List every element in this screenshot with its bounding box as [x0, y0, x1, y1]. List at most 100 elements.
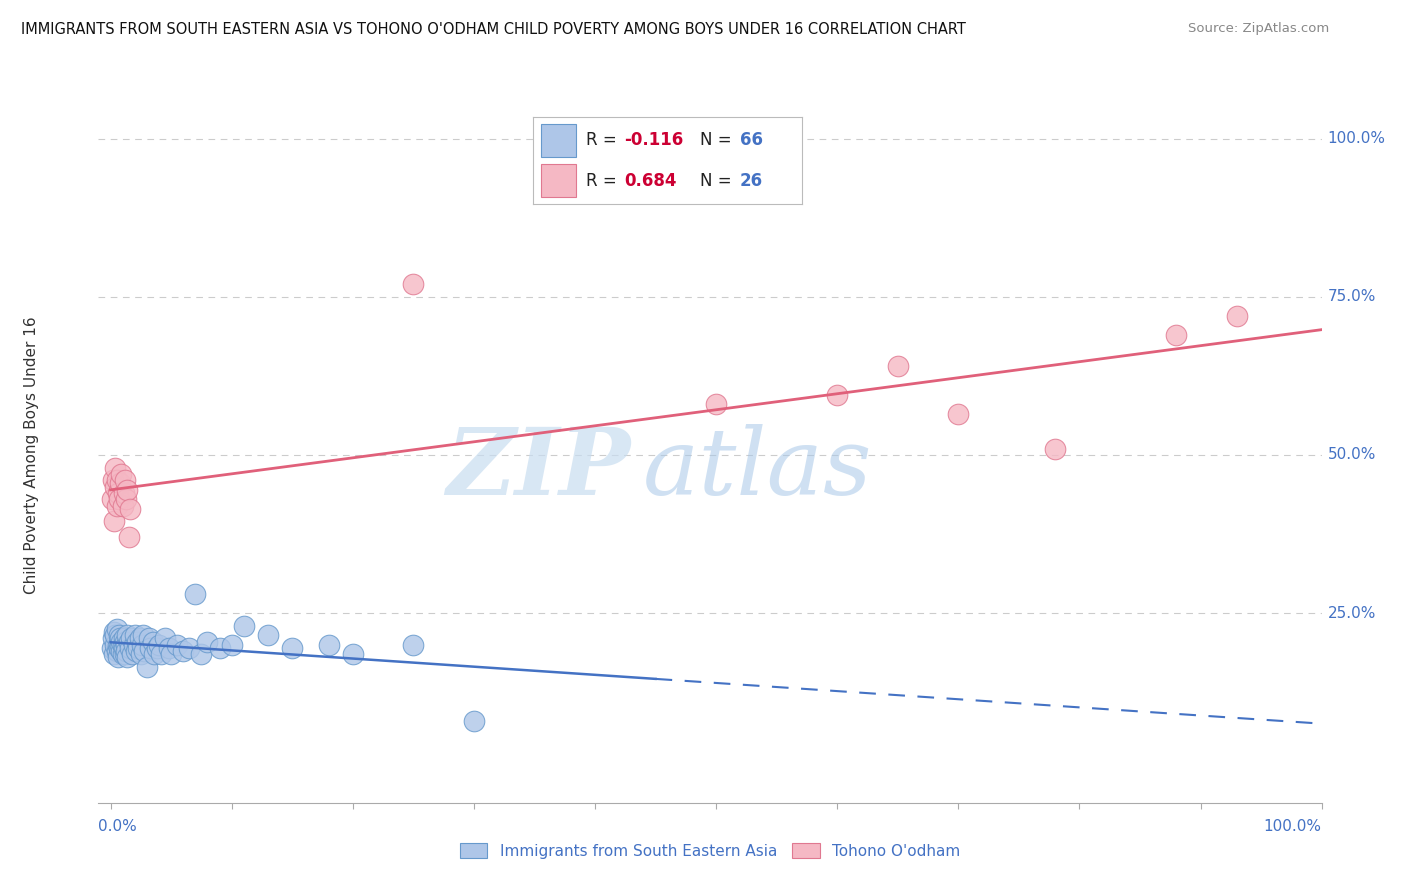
Point — [179, 640, 201, 655]
Point — [131, 638, 153, 652]
Point — [135, 660, 157, 674]
Point — [101, 473, 124, 487]
Point — [342, 647, 364, 661]
Point — [127, 634, 149, 648]
Point — [129, 647, 152, 661]
Point — [221, 638, 243, 652]
Point — [118, 634, 141, 648]
Point — [101, 632, 124, 646]
Text: 100.0%: 100.0% — [1327, 131, 1386, 146]
Text: 25.0%: 25.0% — [1327, 606, 1376, 621]
Point — [118, 530, 141, 544]
Point — [1226, 309, 1249, 323]
Point — [104, 460, 127, 475]
Text: IMMIGRANTS FROM SOUTH EASTERN ASIA VS TOHONO O'ODHAM CHILD POVERTY AMONG BOYS UN: IMMIGRANTS FROM SOUTH EASTERN ASIA VS TO… — [21, 22, 966, 37]
Point — [208, 640, 231, 655]
Point — [172, 644, 194, 658]
Point — [114, 634, 136, 648]
Point — [402, 638, 425, 652]
Point — [115, 638, 138, 652]
Text: 0.0%: 0.0% — [98, 819, 138, 834]
Text: ZIP: ZIP — [446, 424, 630, 514]
Point — [127, 640, 149, 655]
Point — [108, 492, 131, 507]
Point — [125, 644, 148, 658]
Point — [110, 634, 132, 648]
Point — [111, 647, 134, 661]
Point — [105, 499, 128, 513]
Point — [104, 479, 127, 493]
Point — [825, 388, 848, 402]
Text: Child Poverty Among Boys Under 16: Child Poverty Among Boys Under 16 — [24, 316, 38, 594]
Point — [117, 628, 139, 642]
Point — [112, 640, 135, 655]
Point — [108, 640, 131, 655]
Point — [132, 628, 155, 642]
Point — [103, 625, 125, 640]
Point — [157, 640, 180, 655]
Point — [145, 640, 167, 655]
Point — [100, 492, 122, 507]
Point — [118, 501, 141, 516]
Point — [134, 644, 156, 658]
Point — [463, 714, 485, 728]
Text: 100.0%: 100.0% — [1264, 819, 1322, 834]
Point — [948, 407, 970, 421]
Point — [100, 640, 122, 655]
Point — [104, 628, 127, 642]
Point — [402, 277, 425, 292]
Point — [107, 638, 129, 652]
Point — [190, 647, 212, 661]
Point — [104, 638, 127, 652]
Point — [112, 632, 135, 646]
Point — [105, 622, 128, 636]
Point — [160, 647, 183, 661]
Point — [121, 647, 143, 661]
Point — [115, 492, 138, 507]
Point — [704, 397, 727, 411]
Point — [103, 514, 125, 528]
Point — [110, 467, 132, 481]
Text: 50.0%: 50.0% — [1327, 448, 1376, 462]
Point — [115, 644, 138, 658]
Legend: Immigrants from South Eastern Asia, Tohono O'odham: Immigrants from South Eastern Asia, Toho… — [454, 837, 966, 864]
Point — [1043, 442, 1066, 456]
Point — [887, 359, 910, 374]
Point — [117, 483, 139, 497]
Point — [124, 628, 146, 642]
Point — [111, 499, 134, 513]
Point — [111, 638, 134, 652]
Point — [110, 638, 132, 652]
Point — [150, 647, 173, 661]
Text: 75.0%: 75.0% — [1327, 289, 1376, 304]
Point — [120, 632, 142, 646]
Point — [105, 644, 128, 658]
Point — [110, 632, 132, 646]
Point — [122, 638, 145, 652]
Point — [114, 647, 136, 661]
Text: atlas: atlas — [643, 424, 872, 514]
Point — [184, 587, 207, 601]
Point — [114, 473, 136, 487]
Point — [281, 640, 304, 655]
Point — [142, 634, 165, 648]
Point — [197, 634, 219, 648]
Point — [166, 638, 188, 652]
Point — [117, 650, 139, 665]
Point — [138, 632, 160, 646]
Point — [103, 647, 125, 661]
Point — [143, 647, 166, 661]
Point — [107, 486, 129, 500]
Point — [107, 650, 129, 665]
Point — [139, 640, 162, 655]
Point — [153, 632, 176, 646]
Point — [108, 628, 131, 642]
Point — [1166, 327, 1188, 342]
Point — [318, 638, 340, 652]
Point — [257, 628, 280, 642]
Point — [110, 476, 132, 491]
Point — [148, 638, 170, 652]
Point — [118, 640, 141, 655]
Text: Source: ZipAtlas.com: Source: ZipAtlas.com — [1188, 22, 1329, 36]
Point — [105, 473, 128, 487]
